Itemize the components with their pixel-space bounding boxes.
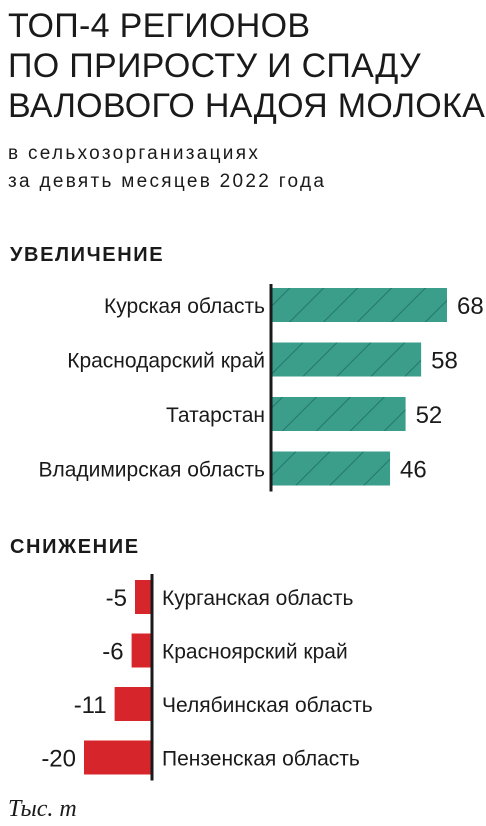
increase-bar-1 xyxy=(271,288,447,322)
increase-bar-2 xyxy=(271,342,422,377)
decrease-bar-1 xyxy=(135,580,152,614)
decrease-category-label: Пензенская область xyxy=(162,748,360,771)
title-line-2: ПО ПРИРОСТУ И СПАДУ xyxy=(8,47,421,85)
decrease-category-label: Челябинская область xyxy=(162,694,373,717)
increase-category-label: Владимирская область xyxy=(38,459,265,482)
subtitle-line-1: в сельхозорганизациях xyxy=(8,143,261,164)
chart-title: ТОП-4 РЕГИОНОВ ПО ПРИРОСТУ И СПАДУ ВАЛОВ… xyxy=(8,6,485,126)
unit-label: Тыс. т xyxy=(8,796,77,822)
subtitle-line-2: за девять месяцев 2022 года xyxy=(8,171,327,192)
increase-section-heading: УВЕЛИЧЕНИЕ xyxy=(10,244,165,266)
decrease-value-label: -20 xyxy=(41,746,76,773)
increase-value-label: 52 xyxy=(416,402,443,429)
decrease-bar-2 xyxy=(131,633,152,668)
decrease-value-label: -11 xyxy=(74,692,107,719)
decrease-chart: -5 Курганская область -6 Красноярский край -… xyxy=(41,574,373,781)
increase-category-label: Курская область xyxy=(104,295,265,318)
title-line-3: ВАЛОВОГО НАДОЯ МОЛОКА xyxy=(8,87,486,125)
title-line-1: ТОП-4 РЕГИОНОВ xyxy=(8,7,311,45)
increase-value-label: 58 xyxy=(431,348,458,375)
decrease-bar-4 xyxy=(84,740,152,775)
increase-bar-4 xyxy=(271,451,391,486)
chart-subtitle: в сельхозорганизациях за девять месяцев … xyxy=(8,140,326,196)
decrease-category-label: Красноярский край xyxy=(162,641,348,664)
increase-value-label: 68 xyxy=(457,293,484,320)
decrease-value-label: -5 xyxy=(106,585,127,612)
decrease-bar-3 xyxy=(114,687,152,721)
increase-category-label: Татарстан xyxy=(166,404,265,427)
decrease-category-label: Курганская область xyxy=(162,587,353,610)
increase-value-label: 46 xyxy=(400,457,427,484)
increase-chart: Курская область 68 Краснодарский край 58 Тат… xyxy=(38,284,484,492)
increase-category-label: Краснодарский край xyxy=(67,350,265,373)
decrease-value-label: -6 xyxy=(102,639,123,666)
increase-bar-3 xyxy=(271,397,406,431)
decrease-section-heading: СНИЖЕНИЕ xyxy=(10,536,140,558)
